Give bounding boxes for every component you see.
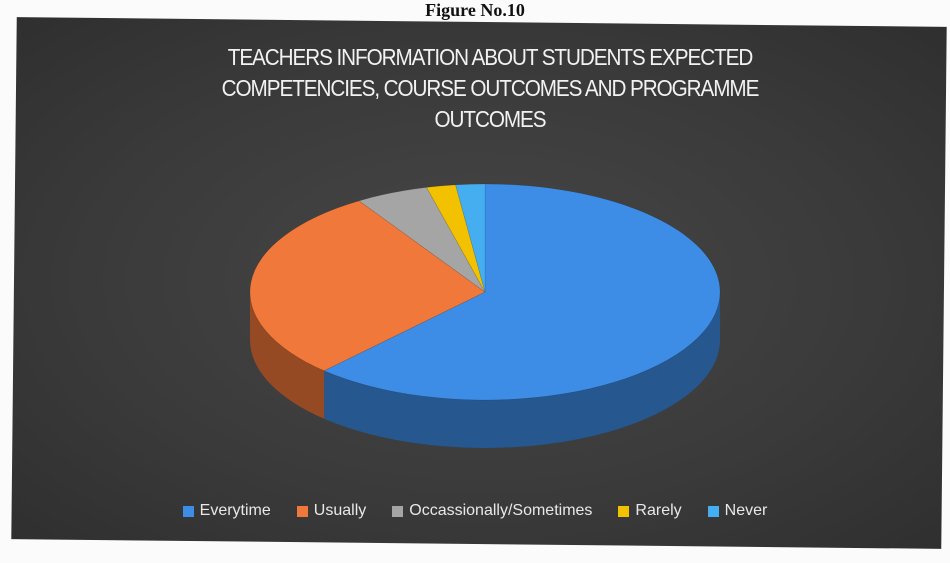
legend-item: Never: [707, 502, 768, 520]
legend-item: Occassionally/Sometimes: [392, 502, 592, 520]
legend-item: Rarely: [618, 502, 682, 520]
slice: [426, 184, 486, 293]
legend-label: Occassionally/Sometimes: [409, 502, 593, 519]
legend-swatch: [296, 505, 308, 517]
slice: [358, 187, 486, 293]
legend-swatch: [392, 505, 404, 517]
figure-caption: Figure No.10: [425, 0, 525, 20]
slice: [249, 200, 486, 372]
legend-label: Rarely: [635, 502, 682, 519]
slice-side: [324, 292, 720, 448]
legend-label: Never: [724, 502, 768, 519]
legend-swatch: [618, 505, 630, 517]
legend: Everytime Usually Occassionally/Sometimes R…: [0, 502, 950, 520]
slice-side: [250, 292, 325, 419]
legend-swatch: [182, 505, 194, 517]
legend-label: Everytime: [199, 502, 271, 519]
legend-item: Usually: [296, 502, 367, 520]
slice: [323, 183, 721, 401]
slice: [455, 183, 486, 293]
legend-item: Everytime: [182, 502, 271, 520]
chart-title: TEACHERS INFORMATION ABOUT STUDENTS EXPE…: [221, 44, 760, 132]
legend-swatch: [707, 505, 719, 517]
legend-label: Usually: [313, 502, 367, 519]
